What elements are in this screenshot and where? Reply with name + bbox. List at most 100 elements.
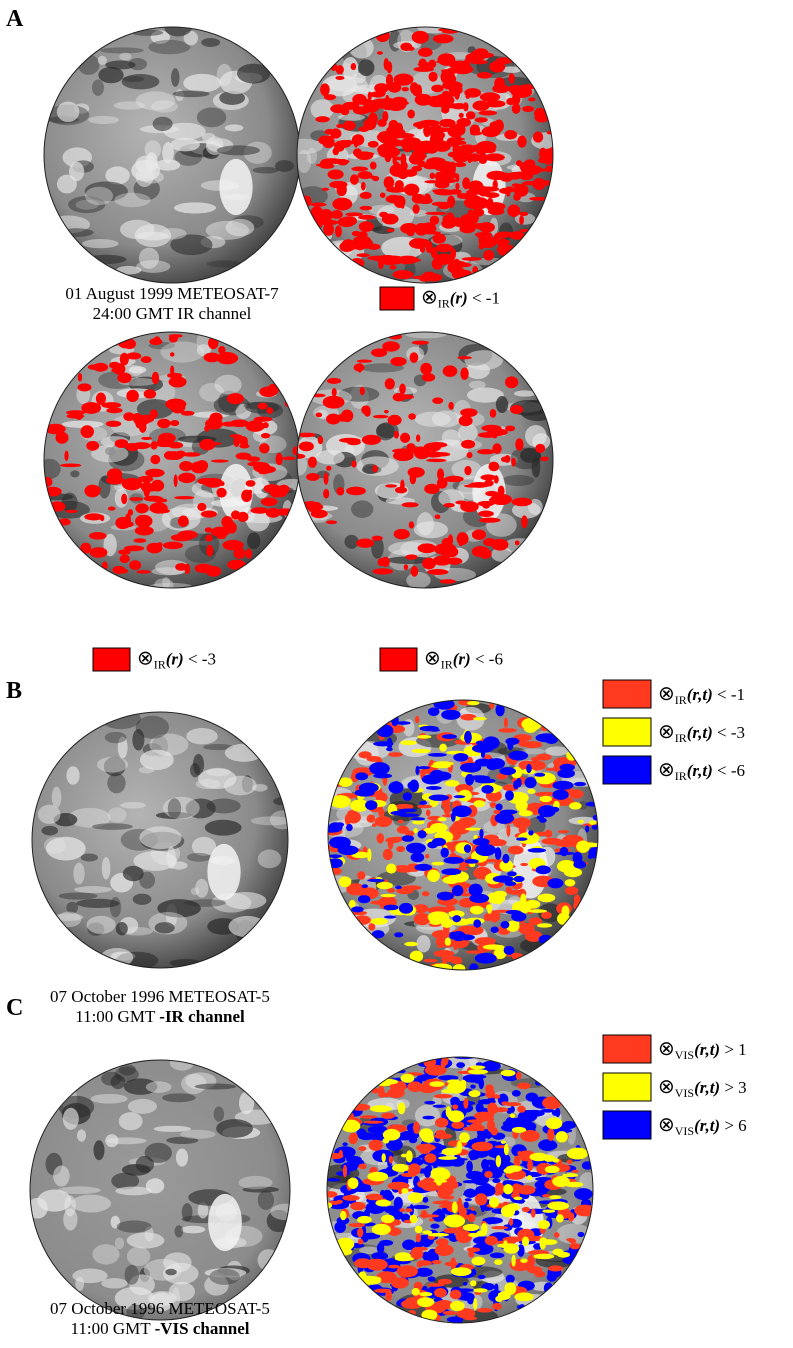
cloud (153, 117, 173, 131)
cloud (72, 1269, 107, 1284)
detection (479, 518, 501, 523)
detection (427, 842, 438, 849)
legend-label: ⊗IR(r) < -3 (137, 648, 216, 672)
globe (44, 19, 300, 283)
detection (129, 560, 141, 570)
detection (484, 147, 495, 153)
detection (515, 438, 523, 451)
detection (430, 173, 435, 179)
detection (445, 1262, 458, 1267)
detection (435, 1118, 448, 1128)
detection (487, 1119, 495, 1132)
detection (351, 167, 368, 172)
detection (444, 804, 451, 814)
detection (510, 405, 523, 414)
detection (432, 139, 446, 151)
cloud (432, 411, 461, 428)
detection (323, 489, 329, 499)
detection (375, 1200, 391, 1207)
detection (382, 341, 400, 351)
detection (151, 480, 164, 492)
detection (412, 1247, 428, 1251)
detection (592, 825, 598, 830)
detection (428, 753, 447, 757)
detection (468, 1150, 480, 1160)
detection (332, 388, 337, 397)
detection (527, 933, 542, 937)
detection (426, 459, 446, 463)
detection (458, 934, 475, 940)
detection (346, 824, 353, 831)
detection (542, 1141, 557, 1150)
detection (404, 942, 418, 946)
detection (358, 215, 375, 220)
detection (417, 1260, 432, 1266)
cloud (214, 375, 241, 395)
detection (394, 431, 399, 439)
detection (383, 1129, 400, 1141)
detection (488, 208, 504, 216)
detection (513, 193, 521, 200)
detection (345, 212, 362, 216)
cloud (502, 475, 534, 486)
detection (503, 1184, 513, 1194)
detection (456, 1062, 465, 1068)
detection (345, 814, 352, 826)
detection (390, 357, 406, 366)
cloud (98, 67, 123, 83)
detection (335, 76, 344, 80)
cloud (209, 1269, 240, 1285)
detection (416, 1233, 421, 1242)
detection (517, 1106, 525, 1113)
detection (409, 238, 428, 249)
detection (506, 1203, 520, 1211)
detection (442, 734, 457, 739)
detection (452, 915, 461, 922)
detection (412, 87, 422, 97)
detection (434, 771, 451, 780)
detection (383, 849, 393, 860)
args: (r,t) (694, 1116, 720, 1135)
detection (526, 1092, 539, 1101)
detection (473, 52, 494, 58)
detection (429, 794, 449, 800)
detection (522, 106, 534, 112)
detection (386, 126, 399, 137)
detection (443, 365, 458, 377)
detection (120, 555, 130, 563)
detection (145, 469, 164, 478)
detection (552, 1158, 559, 1162)
detection (442, 1148, 461, 1156)
detection (490, 409, 497, 418)
detection (396, 846, 405, 852)
detection (540, 456, 549, 461)
cloud (98, 56, 107, 65)
detection (257, 466, 276, 474)
detection (531, 1208, 536, 1217)
detection (306, 473, 320, 481)
detection (395, 1257, 414, 1262)
detection (379, 212, 388, 218)
detection (359, 152, 374, 156)
detection (204, 478, 223, 488)
symbol: ⊗ (658, 759, 675, 781)
globe (283, 23, 561, 285)
cloud (258, 850, 282, 869)
detection (342, 1195, 359, 1201)
detection (394, 529, 410, 539)
detection (327, 378, 341, 384)
cloud (139, 248, 159, 269)
legend-swatch (603, 1073, 651, 1101)
cloud (77, 1129, 86, 1141)
legend-label: ⊗IR(r,t) < -6 (658, 759, 745, 783)
detection (89, 532, 107, 540)
detection (388, 752, 403, 757)
detection (528, 848, 547, 853)
detection (430, 1224, 439, 1229)
detection (467, 452, 473, 458)
detection (413, 1121, 420, 1134)
cloud (171, 68, 180, 87)
cloud (315, 450, 344, 465)
detection (492, 1303, 502, 1310)
detection (463, 1098, 468, 1109)
